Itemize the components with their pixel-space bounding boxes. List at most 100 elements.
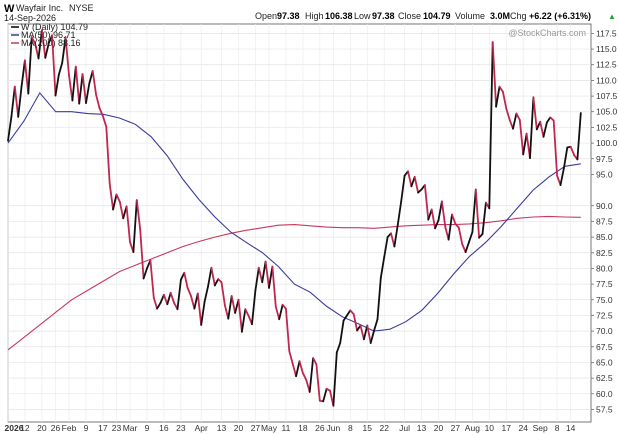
y-tick-label: 87.5 [596,216,613,226]
y-tick-label: 82.5 [596,248,613,258]
price-segment [400,174,406,203]
price-segment [464,241,470,254]
price-segment [57,62,64,76]
close-value: 104.79 [423,11,451,21]
price-segment [335,342,342,354]
x-tick-label: 9 [145,423,150,433]
price-segment [451,213,457,225]
y-tick-label: 97.5 [596,154,613,164]
price-segment [183,271,189,289]
open-label: Open [255,11,277,21]
x-tick-label: Jul [399,423,410,433]
plot-area [7,23,592,423]
y-tick-label: 80.0 [596,263,613,273]
price-segment [322,387,328,403]
price-segment [166,291,172,306]
price-segment [13,85,20,118]
x-tick-label: 10 [485,423,495,433]
x-tick-label: Mar [123,423,138,433]
x-tick-label: 14 [566,423,576,433]
price-segment [230,295,237,314]
price-segment [149,259,155,299]
y-tick-label: 112.5 [596,60,617,70]
header-company: Wayfair Inc. [16,3,63,13]
x-tick-label: 13 [417,423,427,433]
price-segment [251,289,257,326]
price-segment [54,73,60,97]
price-segment [437,200,443,222]
chg-label: Chg [510,11,527,21]
ma200-line [7,215,581,351]
price-segment [447,213,453,241]
chg-value: +6.22 (+6.31%) [529,11,591,21]
price-segment [156,301,162,310]
legend-price: W (Daily) 104.79 [21,22,88,32]
price-segment [78,73,84,105]
volume-value: 3.0M [490,11,510,21]
price-segment [539,120,545,138]
price-segment [20,59,26,87]
price-segment [244,308,250,318]
y-tick-label: 75.0 [596,295,613,305]
y-tick-label: 57.5 [596,404,613,414]
price-segment [569,145,575,156]
x-tick-label: 20 [234,423,244,433]
x-tick-label: 17 [502,423,512,433]
x-tick-label: Feb [62,423,77,433]
price-segment [423,184,430,221]
price-segment [68,74,74,102]
x-tick-label: 9 [84,423,89,433]
high-label: High [305,11,324,21]
y-tick-label: 72.5 [596,310,613,320]
price-segment [108,182,114,211]
x-tick-label: 18 [298,423,308,433]
x-tick-label: 22 [380,423,390,433]
price-segment [369,329,376,344]
price-segment [102,115,108,128]
x-tick-label: 26 [51,423,61,433]
y-tick-label: 67.5 [596,342,613,352]
x-tick-label: 20 [434,423,444,433]
up-arrow-icon: ▲ [608,12,616,21]
price-segment [383,236,389,259]
price-segment [501,90,508,110]
price-segment [342,314,348,322]
x-tick-label: May [261,423,278,433]
price-segment [295,360,301,378]
price-segment [176,278,182,311]
price-segment [105,125,111,185]
price-segment [115,193,121,203]
y-tick-label: 85.0 [596,232,613,242]
price-segment [284,307,291,353]
y-tick-label: 60.0 [596,389,613,399]
price-segment [434,219,440,230]
price-segment [376,276,382,321]
price-segment [112,193,118,211]
x-tick-label: 20 [37,423,47,433]
price-segment [552,119,558,177]
y-tick-label: 90.0 [596,201,613,211]
price-segment [98,107,104,117]
price-segment [298,360,304,375]
gridlines [7,24,591,422]
price-segment [461,243,467,254]
volume-label: Volume [455,11,485,21]
legend-ma50: MA(50) 96.71 [21,30,76,40]
x-tick-label: 8 [348,423,353,433]
y-tick-label: 62.5 [596,373,613,383]
price-segment [379,256,386,279]
x-tick-label: Aug [465,423,480,433]
price-segment [74,65,81,105]
high-value: 106.38 [325,11,353,21]
price-segment [85,82,91,104]
price-segment [542,121,548,138]
price-segment [546,116,552,124]
x-tick-label: 15 [363,423,373,433]
price-segment [512,112,518,130]
y-tick-label: 102.5 [596,122,618,132]
price-segment [532,96,538,131]
ma50-line [7,91,581,332]
price-segment [491,41,498,108]
price-segment [515,112,521,121]
